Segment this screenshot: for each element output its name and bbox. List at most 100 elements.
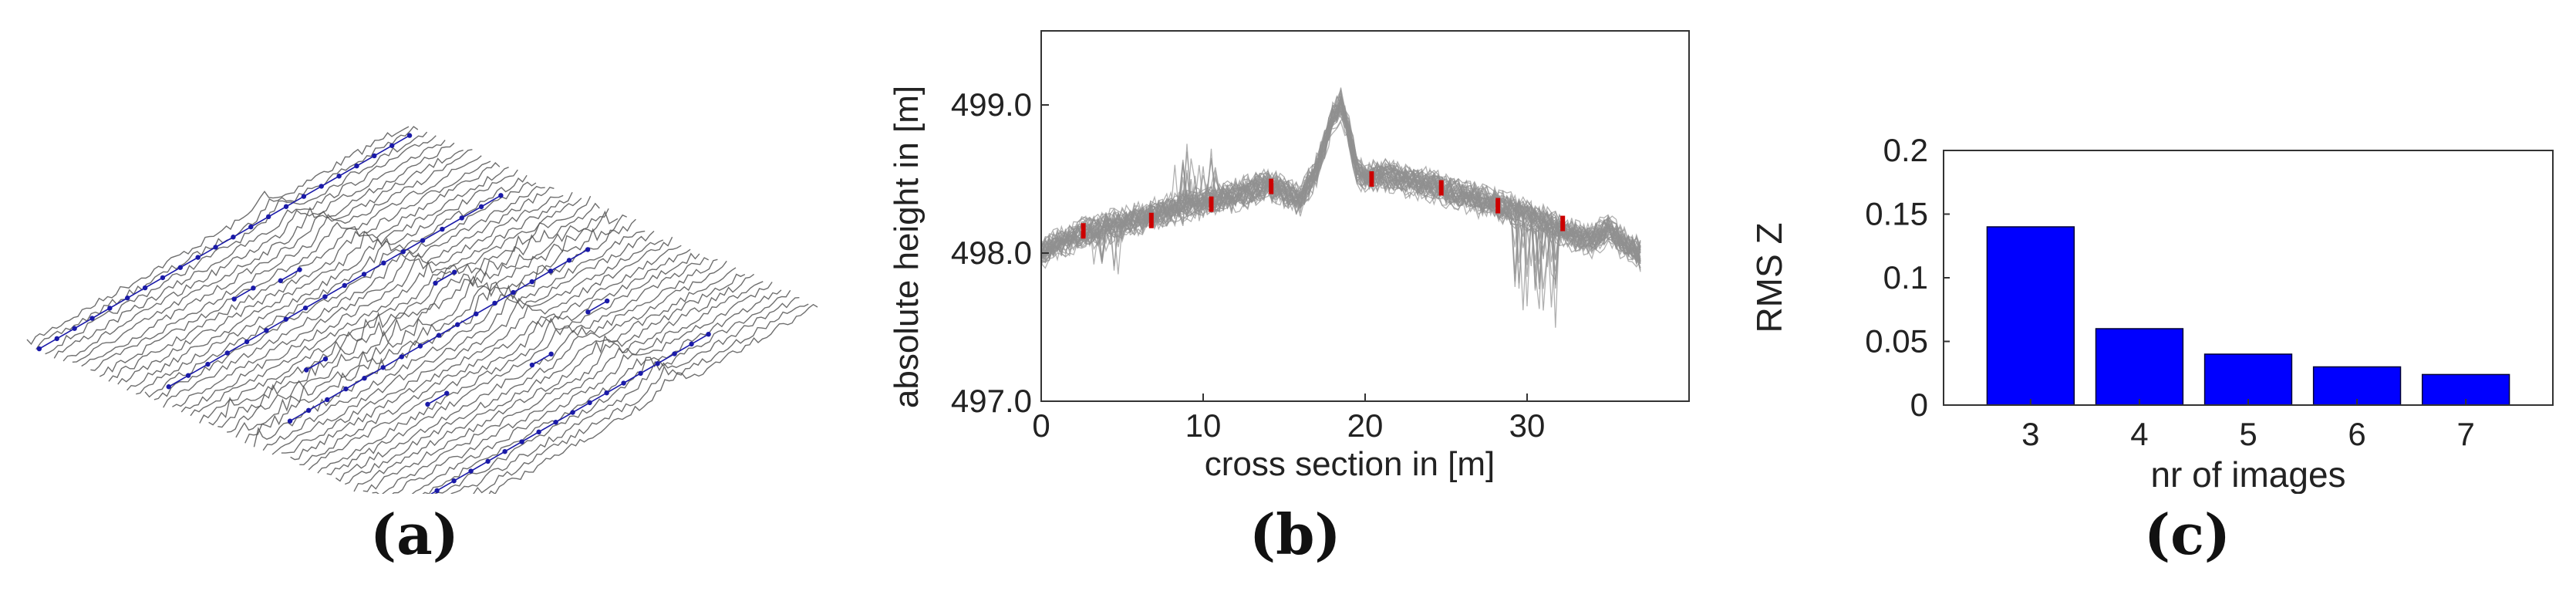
survey-point xyxy=(672,351,677,356)
profile-line xyxy=(1040,96,1641,308)
profile-line xyxy=(1040,95,1641,309)
survey-point xyxy=(604,390,609,396)
survey-line xyxy=(39,134,410,350)
survey-point xyxy=(440,226,445,232)
bar-series xyxy=(1986,226,2510,406)
survey-point xyxy=(485,458,491,464)
survey-point xyxy=(302,305,309,311)
axis-ticks: 0 10 20 30 497.0 498.0 499.0 xyxy=(951,86,1545,444)
bar xyxy=(2312,366,2402,406)
profile-lines xyxy=(26,126,818,494)
survey-point xyxy=(265,214,271,220)
survey-point xyxy=(492,300,497,306)
survey-point xyxy=(655,361,660,366)
survey-point xyxy=(195,255,201,260)
profile-line xyxy=(136,169,518,395)
survey-point xyxy=(502,449,507,454)
survey-point xyxy=(362,375,367,381)
x-tick-label: 4 xyxy=(2130,416,2148,452)
profile-line xyxy=(117,161,501,385)
profile-line xyxy=(299,245,682,466)
survey-line xyxy=(168,194,501,387)
survey-point xyxy=(459,215,464,221)
profile-line xyxy=(1040,110,1641,269)
survey-point xyxy=(638,370,643,377)
panel-a: (a) xyxy=(0,0,856,608)
survey-segment xyxy=(280,269,300,282)
survey-point xyxy=(585,309,591,315)
profile-line xyxy=(353,267,737,492)
profile-line xyxy=(344,260,727,485)
survey-point xyxy=(166,384,171,390)
survey-point xyxy=(417,343,423,349)
survey-point xyxy=(244,339,250,345)
profile-line xyxy=(108,160,491,382)
survey-point xyxy=(434,488,440,494)
survey-segment xyxy=(305,358,326,371)
survey-point xyxy=(248,224,254,230)
survey-segment xyxy=(234,287,254,300)
survey-point xyxy=(452,269,457,275)
survey-point xyxy=(425,401,430,407)
survey-point xyxy=(354,163,359,169)
x-axis-label: nr of images xyxy=(2150,454,2345,494)
profile-line xyxy=(1040,99,1641,311)
surface-plot xyxy=(26,126,818,494)
panel-label-b: (b) xyxy=(1249,502,1341,567)
survey-point xyxy=(305,407,312,414)
survey-point xyxy=(301,194,307,199)
survey-point xyxy=(36,346,42,352)
profile-line xyxy=(190,191,573,417)
profile-series xyxy=(1040,87,1641,328)
survey-point xyxy=(436,333,442,338)
survey-point xyxy=(231,296,237,302)
marker-series xyxy=(1081,171,1566,239)
axis-ticks: 3 4 5 6 7 0 0.05 0.1 0.15 0.2 xyxy=(1865,132,2475,452)
survey-point xyxy=(205,361,211,367)
profile-line xyxy=(217,202,600,428)
survey-point xyxy=(570,410,575,415)
survey-point xyxy=(72,326,77,331)
survey-line xyxy=(430,333,709,494)
panel-c: 3 4 5 6 7 0 0.05 0.1 0.15 0.2 nr of images RMS Z … xyxy=(1712,0,2576,608)
survey-point xyxy=(478,204,484,210)
rms-bar-chart: 3 4 5 6 7 0 0.05 0.1 0.15 0.2 nr of images RMS Z xyxy=(1749,132,2554,494)
survey-point xyxy=(420,238,426,243)
survey-point xyxy=(304,367,309,373)
profile-line xyxy=(35,126,419,350)
profile-line xyxy=(172,187,555,407)
profile-line xyxy=(1040,102,1641,265)
marker xyxy=(1560,215,1566,231)
profile-line xyxy=(90,149,473,371)
survey-point xyxy=(548,269,554,274)
marker xyxy=(1209,196,1214,212)
survey-segment xyxy=(435,272,455,284)
y-axis-label: absolute height in [m] xyxy=(888,86,926,408)
survey-point xyxy=(231,235,236,240)
y-tick-label: 0 xyxy=(1910,387,1928,423)
profile-line xyxy=(281,239,664,454)
survey-point xyxy=(406,133,413,138)
survey-point xyxy=(451,478,457,484)
bar xyxy=(1986,226,2075,406)
survey-point xyxy=(585,247,591,252)
y-tick-label: 0.15 xyxy=(1865,196,1928,232)
survey-point xyxy=(278,278,283,283)
marker xyxy=(1081,223,1086,239)
survey-point xyxy=(251,285,256,291)
profile-line xyxy=(99,155,482,377)
marker xyxy=(1148,212,1154,228)
profile-line xyxy=(199,198,582,424)
survey-point xyxy=(213,245,218,250)
marker xyxy=(1438,180,1444,196)
survey-segment xyxy=(427,393,447,405)
survey-point xyxy=(160,275,166,281)
survey-point xyxy=(319,184,324,189)
profile-line xyxy=(308,248,691,471)
profile-line xyxy=(81,150,464,367)
survey-point xyxy=(604,298,610,304)
survey-point xyxy=(706,332,711,337)
y-axis-label: RMS Z xyxy=(1749,222,1789,333)
y-tick-label: 497.0 xyxy=(951,383,1032,419)
survey-point xyxy=(474,311,479,317)
